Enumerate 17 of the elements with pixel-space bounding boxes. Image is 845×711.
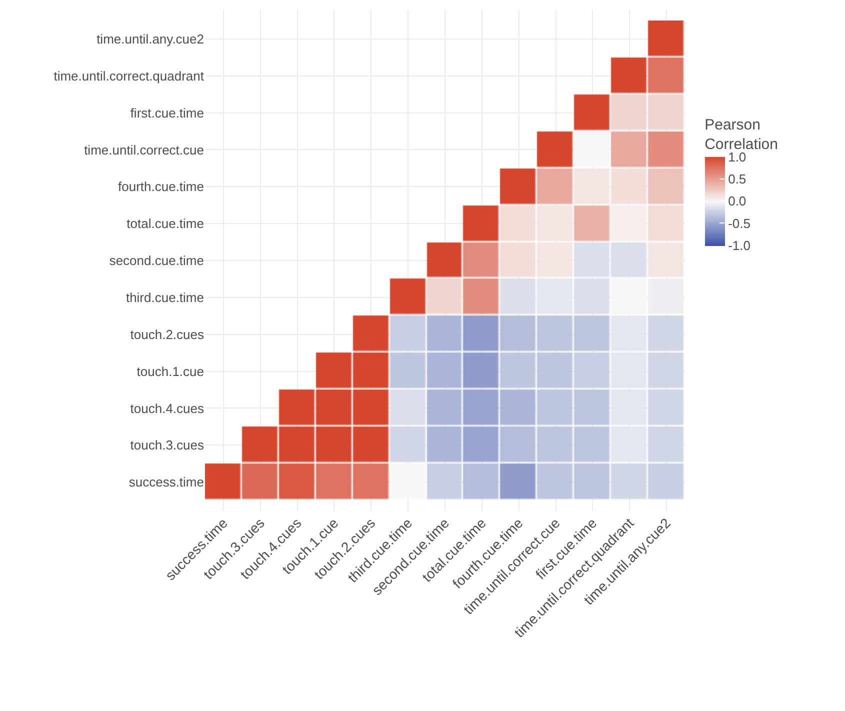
- y-tick-label: touch.1.cue: [136, 364, 204, 379]
- y-tick-label: time.until.any.cue2: [96, 32, 204, 47]
- color-bar-label: 0.5: [728, 172, 746, 187]
- y-tick-label: total.cue.time: [126, 216, 204, 232]
- y-tick-label: touch.2.cues: [130, 326, 204, 342]
- color-bar-label: -1.0: [728, 238, 751, 253]
- y-tick-label: touch.3.cues: [130, 438, 204, 453]
- color-bar-label: -0.5: [728, 216, 751, 231]
- y-tick-label: success.time: [128, 474, 204, 490]
- color-bar-label: 0.0: [728, 194, 746, 209]
- y-tick-label: fourth.cue.time: [118, 179, 204, 194]
- y-tick-label: first.cue.time: [130, 105, 204, 120]
- y-tick-label: touch.4.cues: [130, 400, 204, 416]
- y-tick-label: time.until.correct.quadrant: [54, 68, 204, 84]
- y-tick-label: third.cue.time: [126, 290, 204, 305]
- y-tick-label: time.until.correct.cue: [84, 142, 204, 158]
- y-tick-label: second.cue.time: [109, 253, 204, 268]
